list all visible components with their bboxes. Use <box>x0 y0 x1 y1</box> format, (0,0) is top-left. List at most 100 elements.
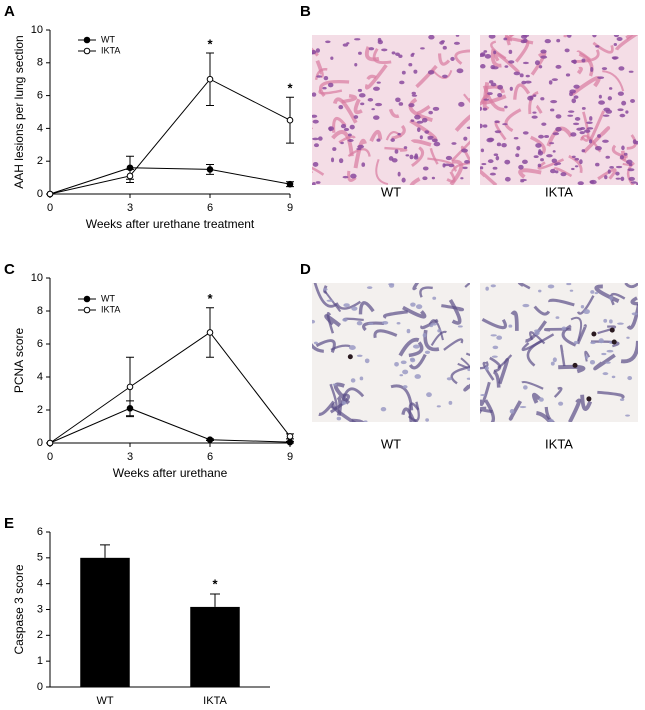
septum <box>347 148 371 158</box>
nucleus <box>605 155 610 159</box>
nucleus <box>480 166 484 170</box>
nucleus <box>402 369 409 375</box>
nucleus <box>430 322 438 326</box>
septum <box>364 64 388 90</box>
nucleus <box>343 303 350 308</box>
nucleus <box>590 67 594 72</box>
nucleus <box>312 161 319 167</box>
nucleus <box>594 146 602 151</box>
septum <box>353 138 367 169</box>
nucleus <box>615 165 623 169</box>
nucleus <box>494 130 502 134</box>
nucleus <box>325 40 331 44</box>
nucleus <box>483 50 488 53</box>
nucleus <box>367 98 374 102</box>
nucleus <box>519 73 524 78</box>
septum <box>597 325 617 335</box>
nucleus <box>414 114 421 120</box>
nucleus <box>397 132 401 136</box>
tissue <box>312 283 470 422</box>
data-point <box>206 329 214 336</box>
nucleus <box>358 51 362 55</box>
nucleus <box>574 157 580 161</box>
nucleus <box>463 136 468 141</box>
nucleus <box>347 139 354 142</box>
nucleus <box>619 155 625 160</box>
nucleus <box>573 95 579 99</box>
y-tick-label: 2 <box>37 404 43 416</box>
nucleus <box>406 328 411 334</box>
significance-mark: * <box>287 81 293 96</box>
nucleus <box>555 316 560 319</box>
nucleus <box>574 165 579 168</box>
septum <box>482 361 495 381</box>
nucleus <box>391 51 396 55</box>
septum <box>323 290 341 312</box>
nucleus <box>569 91 573 97</box>
significance-mark: * <box>207 291 213 306</box>
septum <box>411 146 425 168</box>
nucleus <box>613 43 618 47</box>
nucleus <box>377 39 383 45</box>
nucleus <box>541 122 547 126</box>
septum <box>576 324 587 345</box>
nucleus <box>327 82 334 88</box>
nucleus <box>353 115 359 119</box>
nucleus <box>590 290 595 294</box>
micrograph <box>312 35 470 185</box>
nucleus <box>522 159 528 165</box>
nucleus <box>558 401 564 406</box>
nucleus <box>585 355 589 360</box>
septum <box>480 361 489 370</box>
septum <box>597 390 625 400</box>
y-tick-label: 4 <box>37 371 43 383</box>
nucleus <box>405 154 410 157</box>
nucleus <box>466 126 470 129</box>
nucleus <box>537 163 542 168</box>
stained-nucleus <box>347 354 353 360</box>
septum <box>602 70 625 92</box>
nucleus <box>583 309 590 315</box>
septum <box>530 51 547 76</box>
image-caption: IKTA <box>545 436 573 451</box>
nucleus <box>351 306 358 311</box>
nucleus <box>408 103 415 108</box>
x-tick-label: 6 <box>207 202 213 214</box>
stained-nucleus <box>586 396 592 402</box>
nucleus <box>373 115 380 120</box>
y-axis-label: AAH lesions per lung section <box>12 35 26 188</box>
data-point <box>46 439 54 447</box>
image-caption: WT <box>381 184 401 199</box>
data-point <box>286 116 294 124</box>
nucleus <box>565 73 571 77</box>
nucleus <box>433 141 441 147</box>
nucleus <box>445 155 453 161</box>
nucleus <box>630 99 636 103</box>
nucleus <box>348 345 356 351</box>
septum <box>312 343 325 353</box>
nucleus <box>422 176 428 181</box>
septum <box>341 94 358 104</box>
nucleus <box>467 367 470 372</box>
septum <box>570 316 583 342</box>
nucleus <box>538 289 542 293</box>
y-tick-label: 1 <box>37 655 43 667</box>
septum <box>481 318 508 330</box>
nucleus <box>342 43 349 47</box>
septum <box>430 330 447 346</box>
nucleus <box>464 159 470 164</box>
nucleus <box>493 153 499 157</box>
nucleus <box>448 400 453 405</box>
nucleus <box>356 354 363 357</box>
septum <box>419 286 433 298</box>
septum <box>465 352 470 357</box>
nucleus <box>343 127 350 132</box>
nucleus <box>534 331 540 336</box>
nucleus <box>522 61 529 65</box>
significance-mark: * <box>212 576 218 591</box>
septum <box>373 329 398 339</box>
nucleus <box>532 94 537 97</box>
nucleus <box>586 121 593 124</box>
nucleus <box>609 319 613 324</box>
septum <box>553 167 573 178</box>
